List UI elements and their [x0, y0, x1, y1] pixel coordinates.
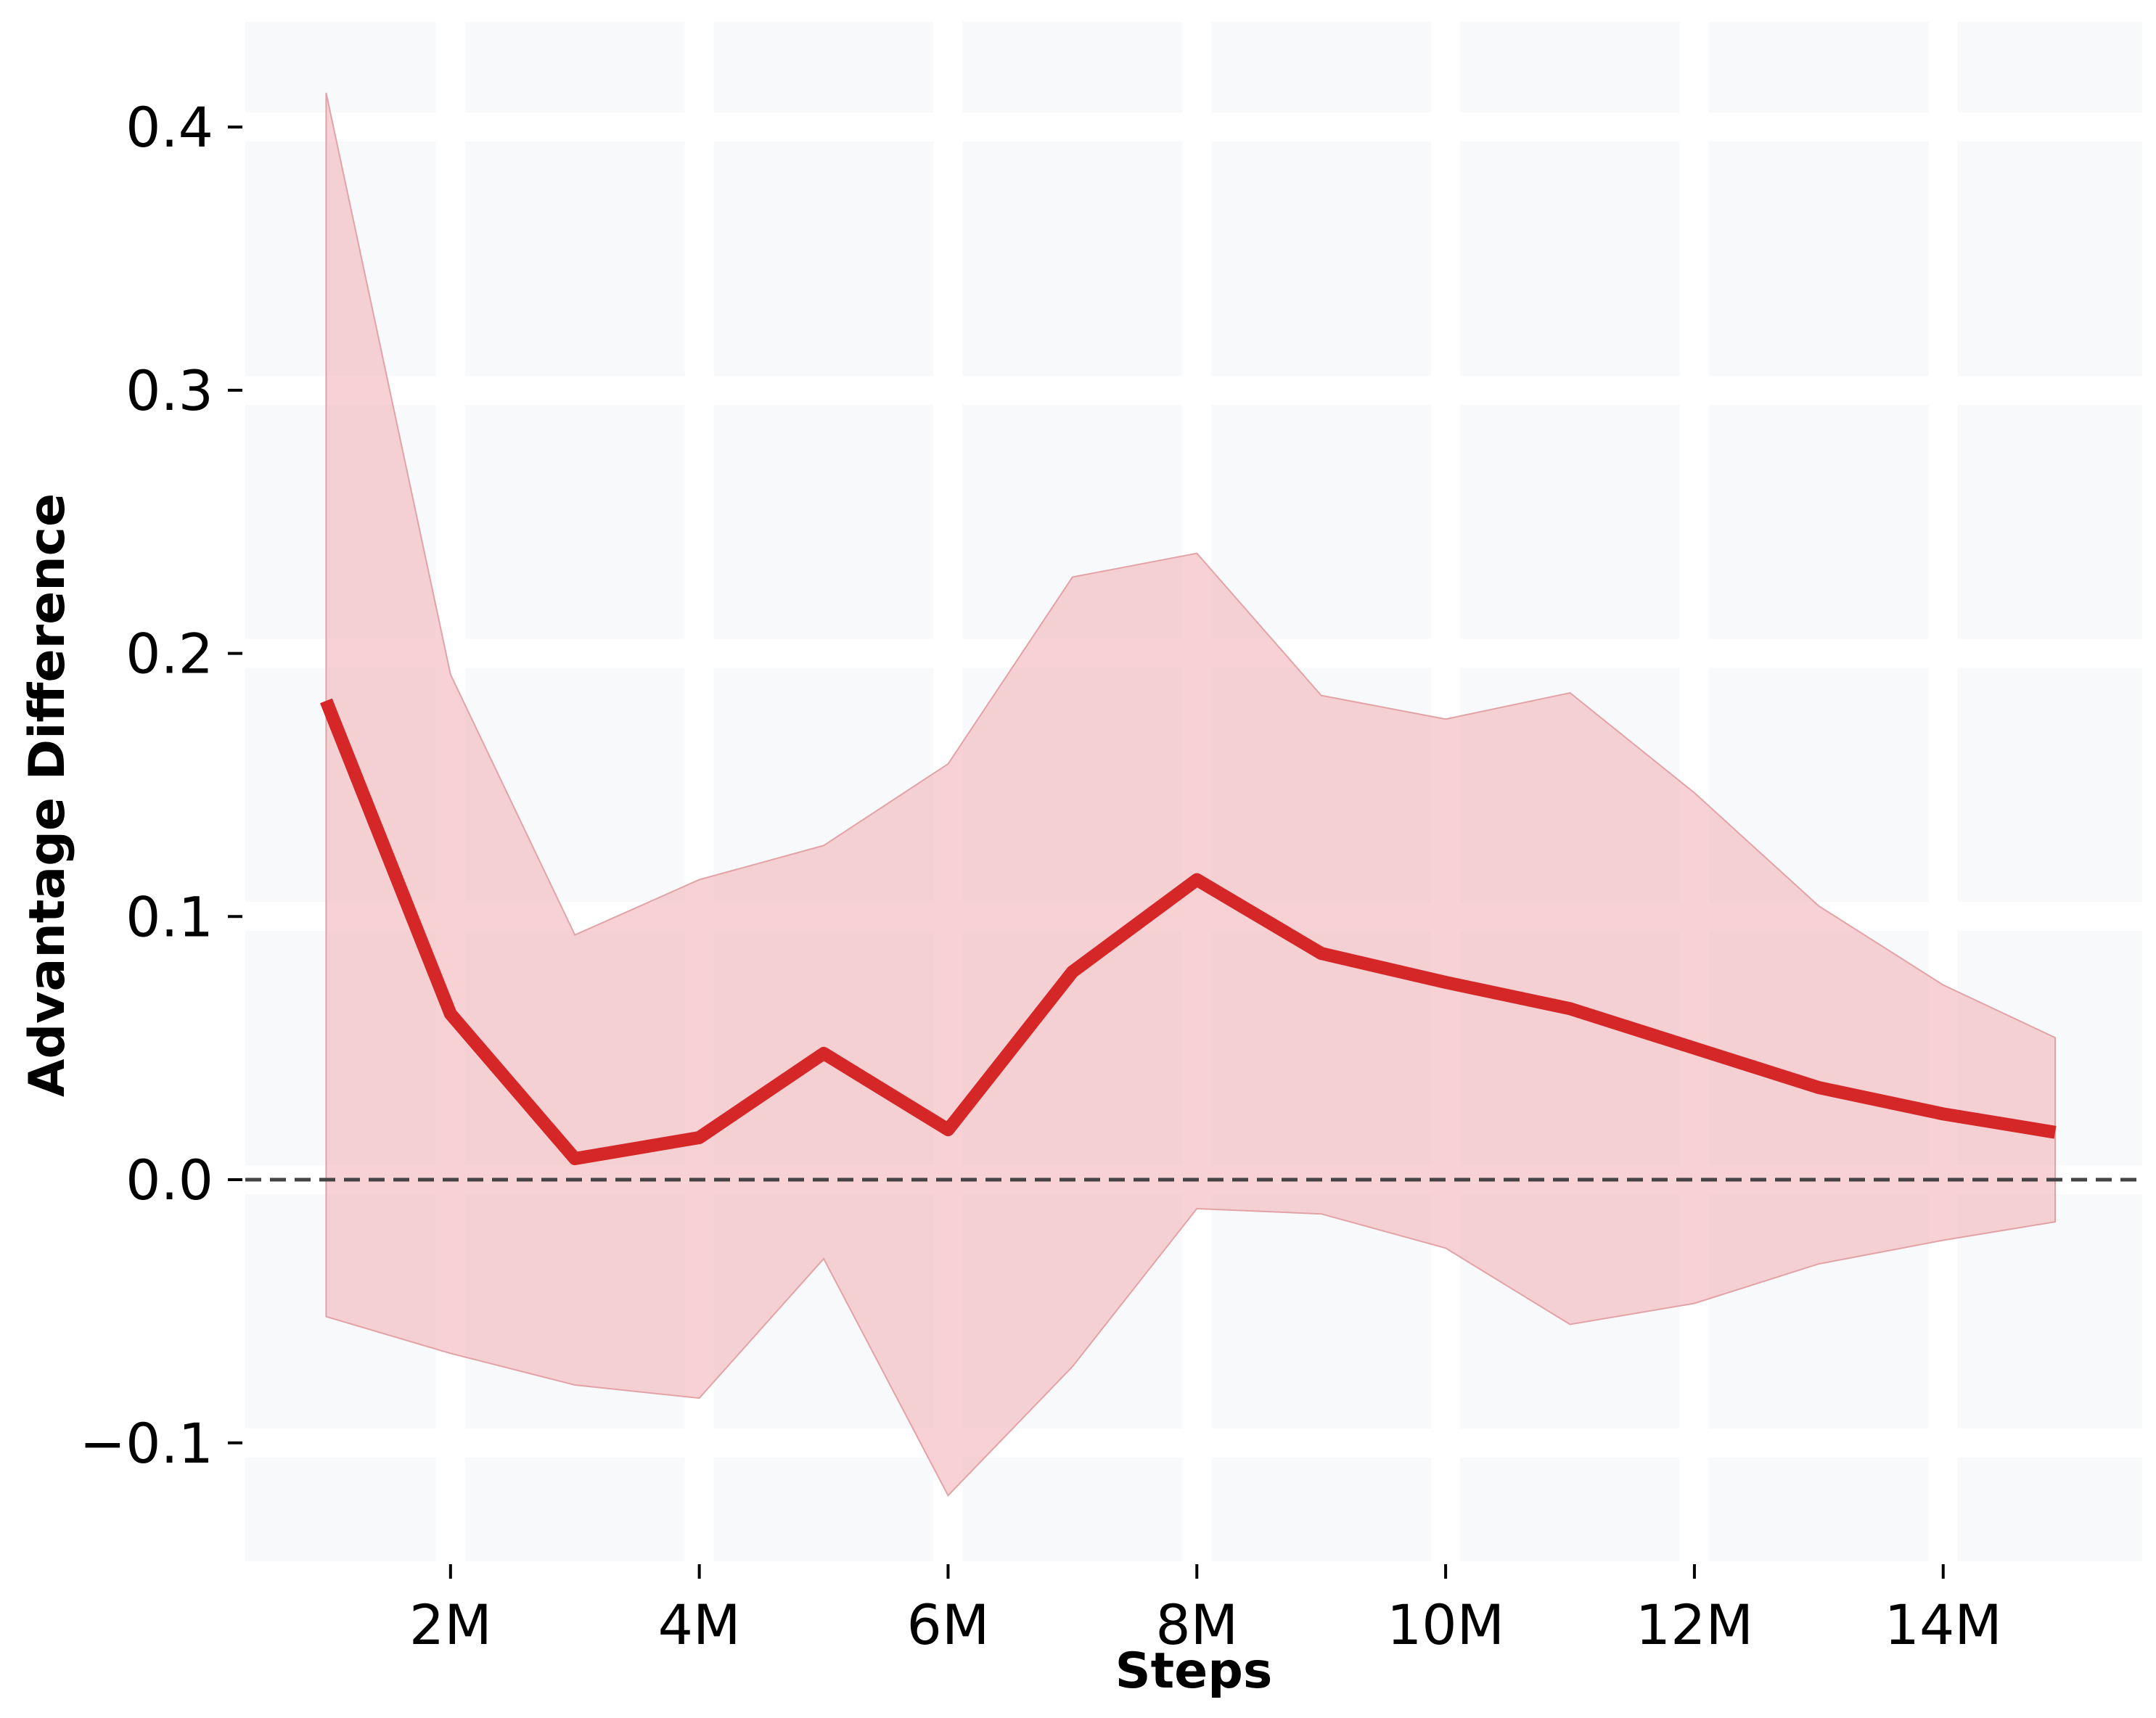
confidence-band-group [325, 92, 2056, 1497]
series-line-group [320, 698, 2057, 1165]
x-axis: 2M 4M 6M 8M 10M 12M 14M [409, 1564, 2002, 1657]
y-axis: −0.1 0.0 0.1 0.2 0.3 0.4 [79, 95, 242, 1476]
y-tick-label: 0.3 [126, 358, 213, 423]
x-tick-label: 4M [658, 1592, 741, 1657]
x-tick-label: 10M [1387, 1592, 1504, 1657]
x-tick-label: 6M [906, 1592, 989, 1657]
series-line [320, 698, 2057, 1165]
x-tick-label: 2M [409, 1592, 492, 1657]
confidence-band [325, 92, 2056, 1497]
y-tick-label: 0.2 [126, 622, 213, 686]
x-tick-label: 12M [1636, 1592, 1753, 1657]
x-tick-label: 8M [1155, 1592, 1238, 1657]
y-tick-label: 0.4 [126, 95, 213, 160]
y-tick-label: −0.1 [79, 1411, 213, 1476]
y-axis-label: Advantage Difference [19, 493, 76, 1097]
y-tick-label: 0.1 [126, 884, 213, 949]
x-axis-label: Steps [1115, 1643, 1273, 1700]
x-tick-label: 14M [1885, 1592, 2002, 1657]
y-tick-label: 0.0 [126, 1148, 213, 1212]
